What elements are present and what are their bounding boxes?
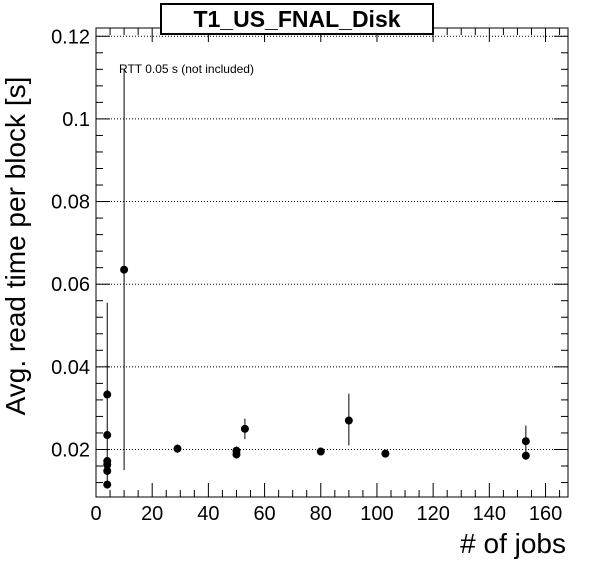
x-tick-label: 40 [197,503,219,525]
y-tick-labels: 0.02 0.04 0.06 0.08 0.1 0.12 [51,26,90,461]
data-point [232,450,241,459]
data-point [521,451,530,460]
data-point [173,444,182,453]
data-point [521,437,530,446]
x-tick-label: 0 [90,503,101,525]
x-tick-labels: 0 20 40 60 80 100 120 140 160 [90,503,562,525]
data-point [103,431,112,440]
x-axis-label: # of jobs [460,528,566,559]
x-tick-label: 140 [473,503,506,525]
x-tick-label: 60 [253,503,275,525]
error-bars [106,69,527,485]
data-point [240,424,249,433]
data-point [120,265,129,274]
data-point [316,447,325,456]
gridlines [96,35,568,450]
data-point [103,390,112,399]
y-tick-label: 0.06 [51,274,90,296]
x-tick-label: 160 [529,503,562,525]
y-axis-label-text: Avg. read time per block [s] [0,76,31,416]
y-tick-label: 0.12 [51,26,90,48]
x-tick-label: 80 [310,503,332,525]
x-tick-label: 20 [141,503,163,525]
y-tick-label: 0.1 [62,109,90,131]
axis-ticks [95,28,568,497]
data-point [103,460,112,469]
data-point [344,416,353,425]
data-point [103,466,112,475]
rtt-annotation: RTT 0.05 s (not included) [119,62,254,76]
y-tick-label: 0.04 [51,357,90,379]
data-point [103,480,112,489]
x-tick-label: 100 [360,503,393,525]
plot-frame [95,27,569,498]
y-tick-label: 0.08 [51,192,90,214]
y-tick-label: 0.02 [51,439,90,461]
chart-title: T1_US_FNAL_Disk [160,3,434,35]
x-tick-label: 120 [416,503,449,525]
data-points [103,265,530,489]
data-point [381,449,390,458]
